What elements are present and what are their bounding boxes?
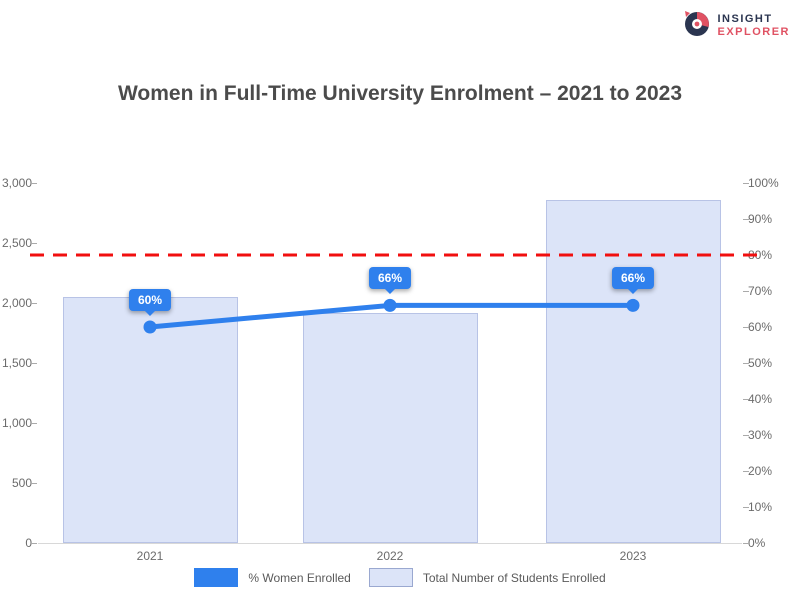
axis-tick-label-right: 90% bbox=[748, 212, 773, 226]
line-point-2021[interactable] bbox=[143, 320, 157, 334]
axis-tick-label-right: 0% bbox=[748, 536, 766, 550]
axis-tick-mark-right bbox=[743, 507, 749, 508]
data-label-2021: 60% bbox=[128, 289, 172, 311]
axis-tick-mark-right bbox=[743, 219, 749, 220]
bar-2021[interactable] bbox=[62, 297, 238, 543]
data-label-2023: 66% bbox=[611, 267, 655, 290]
axis-tick-label-right: 50% bbox=[748, 356, 773, 370]
line-point-2023[interactable] bbox=[626, 298, 640, 312]
axis-tick-mark-right bbox=[743, 435, 749, 436]
axis-tick-mark-left bbox=[31, 483, 37, 484]
line-point-2022[interactable] bbox=[383, 298, 397, 312]
axis-tick-mark-right bbox=[743, 543, 749, 544]
x-axis-line bbox=[38, 543, 742, 544]
axis-tick-label-left: 2,000 bbox=[1, 296, 32, 310]
axis-tick-label-left: 1,000 bbox=[1, 416, 32, 430]
axis-tick-label-right: 40% bbox=[748, 392, 773, 406]
axis-tick-mark-left bbox=[31, 183, 37, 184]
axis-tick-label-right: 20% bbox=[748, 464, 773, 478]
logo: INSIGHT EXPLORER bbox=[681, 8, 790, 43]
logo-text: INSIGHT EXPLORER bbox=[717, 13, 790, 38]
legend-swatch-line-series bbox=[194, 568, 239, 587]
bar-2022[interactable] bbox=[302, 312, 478, 543]
axis-tick-label-right: 100% bbox=[748, 176, 779, 190]
logo-name-line2: EXPLORER bbox=[717, 25, 790, 38]
axis-tick-mark-right bbox=[743, 183, 749, 184]
axis-tick-mark-right bbox=[743, 327, 749, 328]
axis-tick-mark-left bbox=[31, 303, 37, 304]
axis-tick-mark-left bbox=[31, 423, 37, 424]
axis-tick-mark-right bbox=[743, 471, 749, 472]
logo-name-line1: INSIGHT bbox=[717, 12, 773, 25]
x-axis-label-2021: 2021 bbox=[136, 549, 164, 563]
axis-tick-mark-left bbox=[31, 363, 37, 364]
axis-tick-label-right: 30% bbox=[748, 428, 773, 442]
axis-tick-mark-left bbox=[31, 543, 37, 544]
axis-tick-mark-left bbox=[31, 243, 37, 244]
legend-swatch-bar-series bbox=[368, 568, 413, 587]
chart-title: Women in Full-Time University Enrolment … bbox=[117, 82, 683, 105]
axis-tick-label-left: 2,500 bbox=[1, 236, 32, 250]
axis-tick-mark-right bbox=[743, 255, 749, 256]
bar-2023[interactable] bbox=[545, 199, 721, 543]
logo-icon bbox=[681, 8, 711, 43]
data-label-2022: 66% bbox=[368, 267, 412, 290]
axis-tick-label-left: 3,000 bbox=[1, 176, 32, 190]
axis-tick-label-left: 500 bbox=[11, 476, 32, 490]
axis-tick-label-left: 1,500 bbox=[1, 356, 32, 370]
axis-tick-label-right: 70% bbox=[748, 284, 773, 298]
legend-label-line-series: % Women Enrolled bbox=[248, 570, 351, 585]
axis-tick-label-right: 60% bbox=[748, 320, 773, 334]
axis-tick-label-right: 10% bbox=[748, 500, 773, 514]
x-axis-label-2023: 2023 bbox=[619, 549, 647, 563]
axis-tick-label-left: 0 bbox=[25, 536, 32, 550]
axis-tick-mark-right bbox=[743, 291, 749, 292]
axis-tick-mark-right bbox=[743, 399, 749, 400]
legend: % Women Enrolled Total Number of Student… bbox=[0, 568, 800, 587]
axis-tick-mark-right bbox=[743, 363, 749, 364]
x-axis-label-2022: 2022 bbox=[376, 549, 404, 563]
legend-item-line-series[interactable]: % Women Enrolled bbox=[194, 568, 351, 587]
axis-tick-label-right: 80% bbox=[748, 248, 773, 262]
legend-label-bar-series: Total Number of Students Enrolled bbox=[422, 570, 606, 585]
legend-item-bar-series[interactable]: Total Number of Students Enrolled bbox=[368, 568, 606, 587]
